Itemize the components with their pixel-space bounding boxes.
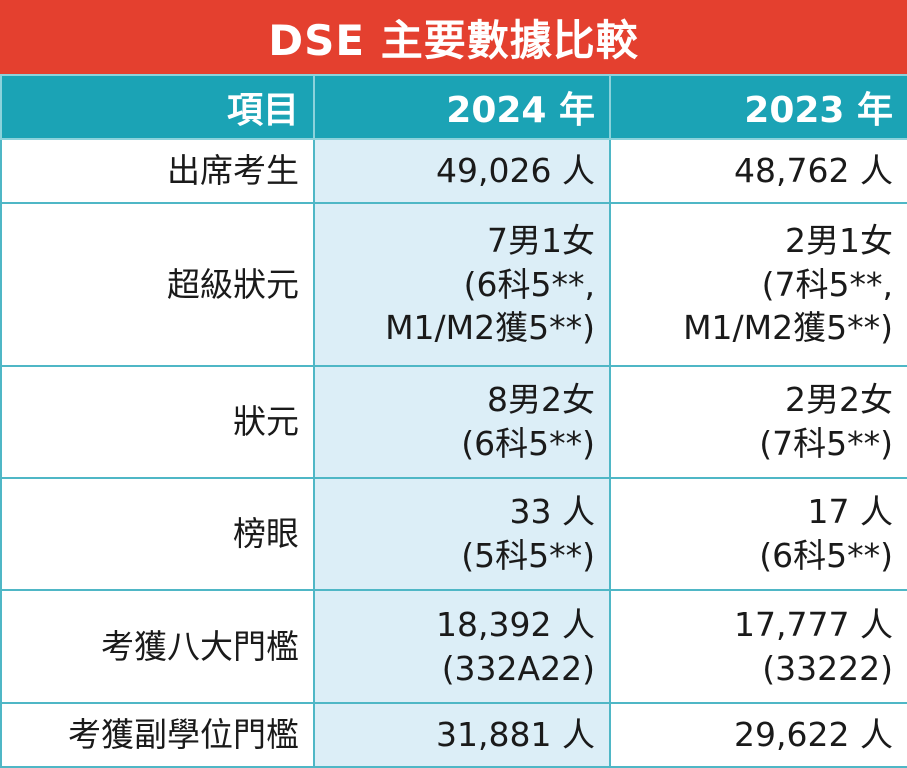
- row-runners-up: 榜眼 33 人 (5科5**) 17 人 (6科5**): [0, 477, 907, 592]
- row-university-threshold: 考獲八大門檻 18,392 人 (332A22) 17,777 人 (33222…: [0, 589, 907, 704]
- cell-2024: 7男1女 (6科5**, M1/M2獲5**): [313, 202, 611, 367]
- row-top-scorers: 狀元 8男2女 (6科5**) 2男2女 (7科5**): [0, 364, 907, 480]
- comparison-table: 項目 2024 年 2023 年 出席考生 49,026 人 48,762 人 …: [0, 74, 907, 768]
- cell-2024: 49,026 人: [313, 137, 611, 205]
- cell-2023: 48,762 人: [609, 137, 907, 205]
- cell-line: (5科5**): [461, 536, 595, 576]
- row-label: 超級狀元: [0, 202, 315, 367]
- cell-line: (33222): [762, 648, 893, 688]
- cell-line: 17,777 人: [734, 604, 893, 644]
- cell-line: 17 人: [807, 492, 893, 532]
- cell-line: 33 人: [509, 492, 595, 532]
- row-label: 榜眼: [0, 477, 315, 592]
- cell-2023: 2男2女 (7科5**): [609, 364, 907, 480]
- cell-2024: 8男2女 (6科5**): [313, 364, 611, 480]
- cell-line: 29,622 人: [734, 714, 893, 754]
- cell-line: 2男2女: [785, 380, 893, 420]
- header-2024: 2024 年: [313, 74, 611, 140]
- cell-line: 2男1女: [785, 220, 893, 260]
- row-label: 考獲副學位門檻: [0, 701, 315, 768]
- cell-line: 49,026 人: [436, 151, 595, 191]
- cell-line: 31,881 人: [436, 714, 595, 754]
- cell-2024: 31,881 人: [313, 701, 611, 768]
- cell-2024: 33 人 (5科5**): [313, 477, 611, 592]
- cell-line: M1/M2獲5**): [385, 308, 595, 348]
- row-attending-candidates: 出席考生 49,026 人 48,762 人: [0, 137, 907, 205]
- row-label: 狀元: [0, 364, 315, 480]
- cell-2023: 17 人 (6科5**): [609, 477, 907, 592]
- row-super-top-scorers: 超級狀元 7男1女 (6科5**, M1/M2獲5**) 2男1女 (7科5**…: [0, 202, 907, 367]
- cell-2024: 18,392 人 (332A22): [313, 589, 611, 704]
- cell-line: 8男2女: [487, 380, 595, 420]
- cell-2023: 29,622 人: [609, 701, 907, 768]
- cell-2023: 2男1女 (7科5**, M1/M2獲5**): [609, 202, 907, 367]
- header-row: 項目 2024 年 2023 年: [0, 74, 907, 140]
- cell-line: 48,762 人: [734, 151, 893, 191]
- cell-line: 7男1女: [487, 220, 595, 260]
- cell-line: (6科5**,: [463, 264, 595, 304]
- cell-line: (7科5**,: [761, 264, 893, 304]
- header-item: 項目: [0, 74, 315, 140]
- cell-line: 18,392 人: [436, 604, 595, 644]
- cell-line: (6科5**): [759, 536, 893, 576]
- row-sub-degree-threshold: 考獲副學位門檻 31,881 人 29,622 人: [0, 701, 907, 768]
- cell-line: (7科5**): [759, 423, 893, 463]
- cell-line: (332A22): [441, 648, 595, 688]
- row-label: 出席考生: [0, 137, 315, 205]
- header-2023: 2023 年: [609, 74, 907, 140]
- cell-line: (6科5**): [461, 423, 595, 463]
- table-title: DSE 主要數據比較: [0, 0, 907, 74]
- row-label: 考獲八大門檻: [0, 589, 315, 704]
- cell-2023: 17,777 人 (33222): [609, 589, 907, 704]
- cell-line: M1/M2獲5**): [683, 308, 893, 348]
